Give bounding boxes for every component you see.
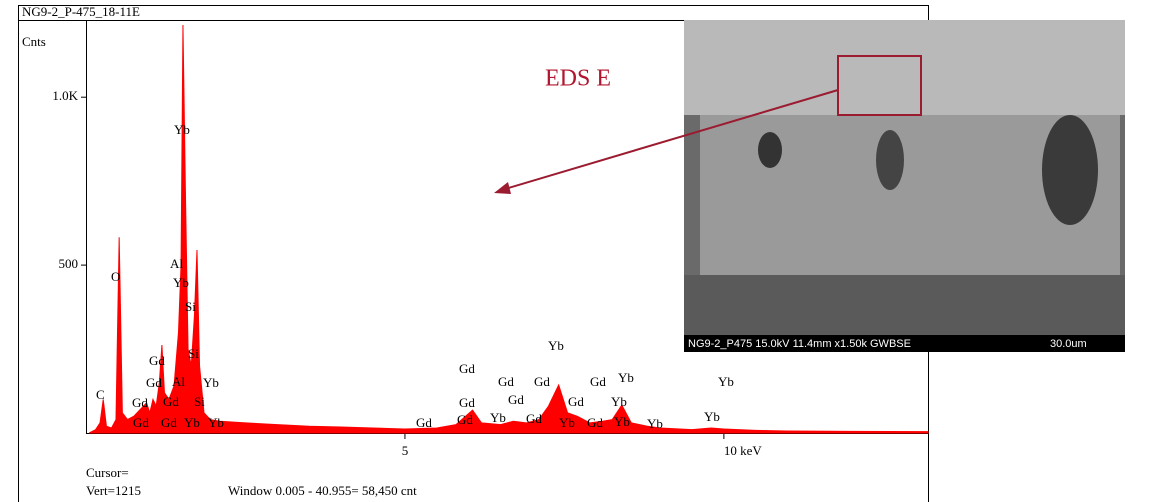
- peak-label: O: [111, 269, 120, 284]
- substrate: [684, 275, 1125, 335]
- peak-label: Yb: [184, 415, 200, 430]
- peak-label: Gd: [146, 375, 162, 390]
- x-tick-label: 5: [402, 443, 409, 458]
- peak-label: Yb: [559, 415, 575, 430]
- region-box: [837, 55, 922, 116]
- y-tick-label: 500: [59, 256, 79, 271]
- peak-label: Al: [170, 256, 183, 271]
- pore: [1042, 115, 1098, 225]
- y-tick-label: 1.0K: [52, 88, 78, 103]
- peak-label: Gd: [133, 415, 149, 430]
- peak-label: Gd: [457, 412, 473, 427]
- peak-label: Gd: [590, 374, 606, 389]
- peak-label: Gd: [526, 411, 542, 426]
- peak-label: Gd: [587, 415, 603, 430]
- peak-label: Gd: [498, 374, 514, 389]
- vert: Vert=1215: [86, 483, 141, 498]
- peak-label: Yb: [704, 409, 720, 424]
- peak-label: Gd: [459, 361, 475, 376]
- coating-layer: [684, 20, 1125, 115]
- peak-label: Gd: [132, 395, 148, 410]
- caption-band: [684, 335, 1125, 352]
- peak-label: Si: [188, 346, 199, 361]
- peak-label: Yb: [203, 375, 219, 390]
- peak-label: Yb: [490, 410, 506, 425]
- peak-label: Gd: [416, 415, 432, 430]
- peak-label: Gd: [161, 415, 177, 430]
- peak-label: Yb: [647, 416, 663, 431]
- peak-label: Gd: [508, 392, 524, 407]
- peak-label: Gd: [459, 395, 475, 410]
- x-tick-label: 10 keV: [724, 443, 763, 458]
- peak-label: Yb: [173, 275, 189, 290]
- image-scale: 30.0um: [1050, 338, 1087, 350]
- y-label: Cnts: [22, 34, 46, 49]
- peak-label: Yb: [618, 370, 634, 385]
- peak-label: Yb: [718, 374, 734, 389]
- chart-title: NG9-2_P-475_18-11E: [22, 4, 140, 19]
- annotation: EDS E: [545, 66, 611, 92]
- peak-label: Gd: [534, 374, 550, 389]
- cursor: Cursor=: [86, 465, 129, 480]
- pore: [876, 130, 904, 190]
- spectrum: [88, 24, 929, 434]
- arrow-head: [494, 182, 511, 194]
- window: Window 0.005 - 40.955= 58,450 cnt: [228, 483, 417, 498]
- peak-label: Si: [194, 394, 205, 409]
- peak-label: Yb: [174, 122, 190, 137]
- peak-label: C: [96, 387, 105, 402]
- image-caption: NG9-2_P475 15.0kV 11.4mm x1.50k GWBSE: [688, 338, 911, 350]
- peak-label: Yb: [611, 394, 627, 409]
- peak-label: Yb: [614, 414, 630, 429]
- micrograph: NG9-2_P475 15.0kV 11.4mm x1.50k GWBSE 30…: [684, 20, 1125, 352]
- peak-label: Yb: [208, 415, 224, 430]
- peak-label: Si: [185, 299, 196, 314]
- pore: [758, 132, 782, 168]
- peak-label: Gd: [149, 353, 165, 368]
- peak-label: Al: [172, 374, 185, 389]
- peak-label: Gd: [163, 394, 179, 409]
- peak-label: Yb: [548, 338, 564, 353]
- arrow: [504, 89, 839, 190]
- peak-label: Gd: [568, 394, 584, 409]
